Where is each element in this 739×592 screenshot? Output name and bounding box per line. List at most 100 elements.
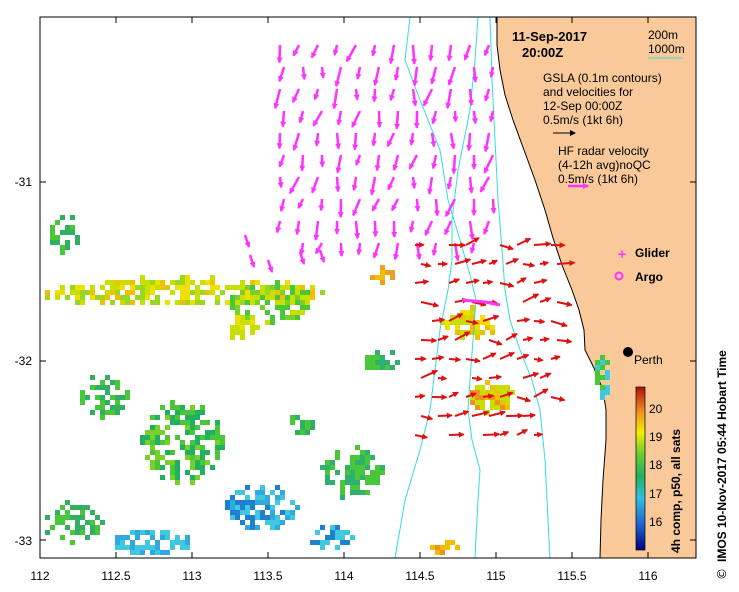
sst-cell: [235, 310, 240, 315]
sst-cell: [60, 230, 65, 235]
gsla-arrow: [449, 132, 456, 150]
gsla-arrow: [276, 132, 283, 150]
gsla-arrow: [277, 176, 284, 189]
sst-cell: [270, 525, 275, 530]
sst-cell: [180, 280, 185, 285]
y-tick-label: -32: [15, 354, 33, 368]
sst-cell: [340, 490, 345, 495]
sst-cell: [285, 295, 290, 300]
sst-cell: [275, 525, 280, 530]
sst-cell: [260, 500, 265, 505]
sst-cell: [245, 500, 250, 505]
sst-cell: [140, 285, 145, 290]
sst-cell: [185, 300, 190, 305]
sst-cell: [100, 385, 105, 390]
sst-cell: [330, 530, 335, 535]
gsla-arrow: [336, 110, 343, 126]
sst-cell: [255, 510, 260, 515]
sst-cell: [245, 495, 250, 500]
gsla-arrow: [371, 198, 381, 212]
sst-cell: [235, 305, 240, 310]
sst-cell: [210, 435, 215, 440]
sst-cell: [110, 380, 115, 385]
gsla-arrow: [334, 176, 341, 193]
sst-cell: [370, 365, 375, 370]
sst-cell: [250, 520, 255, 525]
sst-cell: [345, 480, 350, 485]
x-tick-label: 113: [182, 569, 201, 583]
sst-cell: [115, 405, 120, 410]
sst-cell: [485, 320, 490, 325]
gsla-arrow: [288, 176, 301, 195]
sst-cell: [370, 275, 375, 280]
sst-cell: [390, 270, 395, 275]
sst-cell: [245, 505, 250, 510]
sst-cell: [185, 425, 190, 430]
sst-cell: [495, 400, 500, 405]
sst-cell: [215, 445, 220, 450]
sst-cell: [380, 265, 385, 270]
sst-cell: [445, 325, 450, 330]
gsla-arrow: [431, 110, 438, 125]
sst-cell: [50, 240, 55, 245]
sst-cell: [375, 355, 380, 360]
sst-cell: [240, 320, 245, 325]
sst-cell: [365, 360, 370, 365]
sst-cell: [240, 300, 245, 305]
sst-cell: [230, 505, 235, 510]
sst-cell: [80, 510, 85, 515]
sst-cell: [360, 475, 365, 480]
sst-cell: [345, 475, 350, 480]
sst-cell: [195, 460, 200, 465]
sst-cell: [185, 430, 190, 435]
sst-cell: [175, 470, 180, 475]
sst-cell: [350, 465, 355, 470]
sst-cell: [120, 280, 125, 285]
gsla-arrow: [390, 198, 400, 212]
sst-cell: [605, 390, 610, 395]
sst-cell: [245, 310, 250, 315]
sst-cell: [355, 465, 360, 470]
sst-cell: [185, 445, 190, 450]
sst-cell: [155, 545, 160, 550]
radar-arrow: [516, 277, 527, 284]
sst-cell: [365, 355, 370, 360]
sst-cell: [195, 425, 200, 430]
radar-arrow: [550, 396, 566, 402]
sst-cell: [380, 465, 385, 470]
sst-cell: [315, 540, 320, 545]
sst-cell: [385, 360, 390, 365]
sst-cell: [190, 280, 195, 285]
sst-cell: [170, 475, 175, 480]
gsla-arrow: [469, 242, 476, 254]
radar-arrow: [420, 414, 434, 421]
sst-cell: [255, 500, 260, 505]
sst-cell: [160, 535, 165, 540]
sst-cell: [75, 285, 80, 290]
sst-cell: [210, 275, 215, 280]
sst-cell: [445, 320, 450, 325]
sst-cell: [365, 465, 370, 470]
sst-cell: [270, 510, 275, 515]
gsla-arrow: [313, 220, 320, 241]
radar-arrow: [471, 410, 490, 417]
sst-cell: [230, 330, 235, 335]
gsla-arrow: [411, 44, 418, 65]
sst-cell: [155, 415, 160, 420]
sst-cell: [215, 425, 220, 430]
sst-cell: [130, 280, 135, 285]
sst-cell: [190, 450, 195, 455]
gsla-arrow: [472, 66, 478, 83]
gsla-arrow: [431, 242, 438, 257]
sst-cell: [150, 440, 155, 445]
sst-cell: [270, 505, 275, 510]
sst-cell: [480, 405, 485, 410]
sst-cell: [90, 510, 95, 515]
radar-arrow: [522, 261, 536, 268]
sst-cell: [60, 290, 65, 295]
sst-cell: [220, 290, 225, 295]
sst-cell: [160, 550, 165, 555]
radar-arrow: [465, 319, 479, 326]
sst-cell: [330, 480, 335, 485]
sst-cell: [360, 465, 365, 470]
